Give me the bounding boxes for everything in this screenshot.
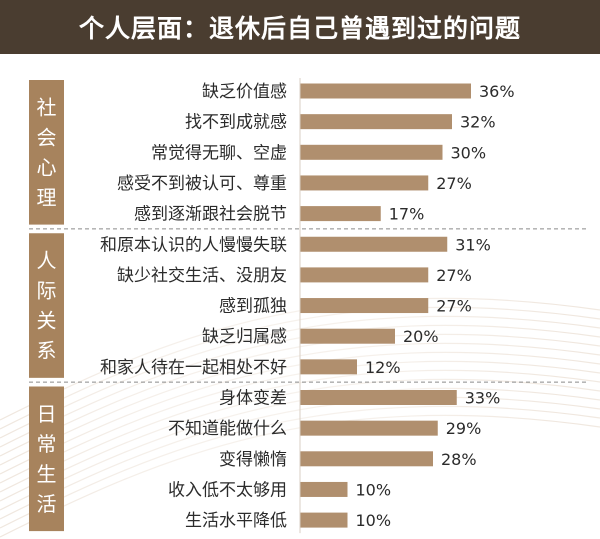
value-label: 32% [460,113,496,132]
group-box [29,233,64,378]
title-left: 个人层面： [78,14,209,43]
value-label: 10% [356,511,392,530]
bar [300,390,457,405]
value-label: 27% [436,174,472,193]
value-label: 29% [446,419,482,438]
bar [300,481,348,497]
category-label: 缺乏价值感 [202,82,287,102]
value-label: 36% [479,82,515,101]
category-label: 和家人待在一起相处不好 [100,358,287,378]
value-label: 33% [465,389,501,408]
swirl-line [0,351,600,475]
bar [300,328,395,344]
swirl-line [0,387,600,511]
bar [300,144,443,160]
swirl-line [0,324,600,448]
bar [300,267,429,283]
category-label: 感到逐渐跟社会脱节 [134,205,287,225]
category-label: 变得懒惰 [219,450,287,470]
group-box [29,386,64,532]
plot-area: 缺乏价值感 36% 找不到成就感 32% 常觉得无聊、空虚 30% 感受不到被认可、尊重 27… [29,78,586,534]
category-label: 感到孤独 [219,297,287,317]
swirl-line [0,333,600,457]
value-label: 28% [441,450,477,469]
bar [300,236,448,252]
swirl-line [0,342,600,466]
value-label: 27% [436,297,472,316]
title-right: 退休后自己曾遇到过的问题 [209,14,522,43]
group-box [29,80,64,225]
category-label: 生活水平降低 [185,511,287,531]
value-label: 10% [356,480,392,499]
group-label: 日常生活 [37,402,57,516]
value-label: 20% [403,327,439,346]
bar [300,420,438,436]
background-swirl-decoration [0,297,600,538]
swirl-line [0,306,600,430]
category-label: 常觉得无聊、空虚 [151,143,287,163]
swirl-line [0,315,600,439]
value-label: 12% [365,358,401,377]
group-label: 人际关系 [37,249,57,363]
value-label: 30% [451,143,487,162]
group-label: 社会心理 [37,95,57,209]
chart-title: 个人层面： 退休后自己曾遇到过的问题 [0,0,600,54]
category-label: 身体变差 [219,389,287,409]
swirl-line [0,378,600,502]
value-label: 31% [455,235,491,254]
category-label: 不知道能做什么 [168,419,287,439]
swirl-line [0,360,600,484]
bar [300,114,452,130]
category-label: 缺少社交生活、没朋友 [117,266,287,286]
bar [300,175,429,191]
value-label: 27% [436,266,472,285]
bar [300,359,357,375]
swirl-line [0,369,600,493]
value-label: 17% [389,205,425,224]
category-label: 缺乏归属感 [202,327,287,347]
bar [300,298,429,314]
category-label: 收入低不太够用 [168,480,287,500]
bar [300,451,433,467]
category-label: 和原本认识的人慢慢失联 [100,234,287,255]
swirl-line [0,297,600,421]
swirl-line [0,414,600,538]
category-label: 感受不到被认可、尊重 [117,174,287,194]
swirl-line [0,396,600,520]
bar [300,83,471,99]
bar [300,512,348,528]
category-label: 找不到成就感 [185,113,287,133]
swirl-line [0,405,600,529]
bar [300,206,381,222]
